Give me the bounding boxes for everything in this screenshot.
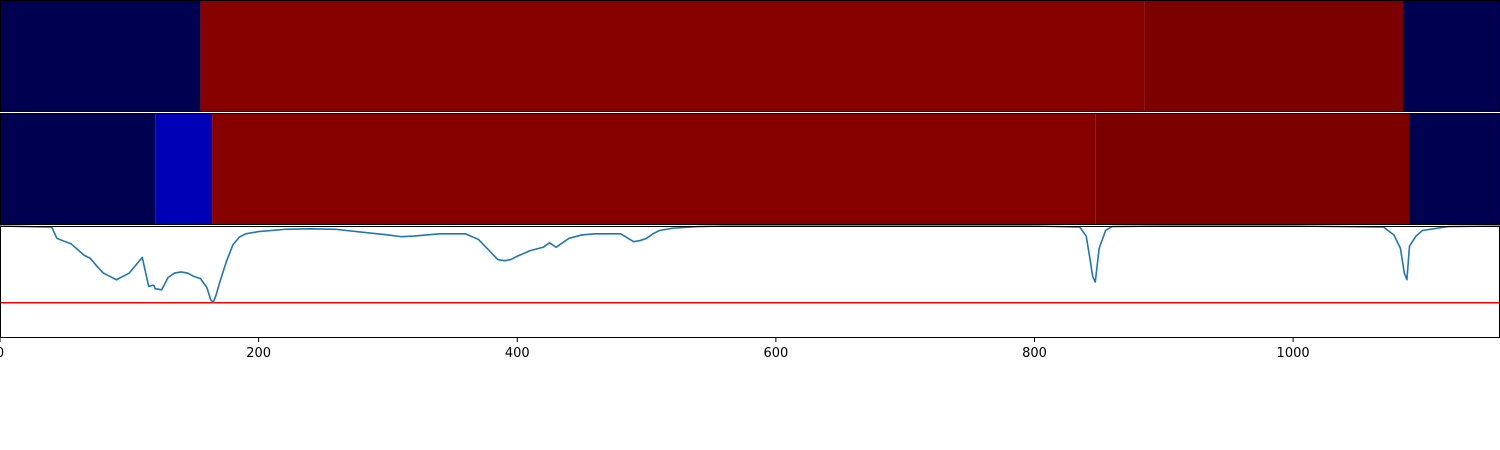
heatmap-panel-middle <box>0 113 1500 225</box>
heatmap-cell-1-0 <box>0 113 156 225</box>
x-tick-label-4: 800 <box>1022 346 1047 361</box>
heatmap-cell-1-1 <box>155 113 213 225</box>
series-line-0 <box>0 225 1500 303</box>
x-tick-label-5: 1000 <box>1277 346 1310 361</box>
heatmap-cell-0-0 <box>0 0 201 112</box>
heatmap-cell-1-2 <box>212 113 1096 225</box>
x-tick-label-2: 400 <box>505 346 530 361</box>
x-tick-label-1: 200 <box>246 346 271 361</box>
heatmap-panel-top <box>0 0 1500 112</box>
heatmap-cell-0-1 <box>200 0 1145 112</box>
x-tick-label-0: 0 <box>0 346 4 361</box>
heatmap-cell-0-3 <box>1403 0 1500 112</box>
heatmap-cell-1-3 <box>1095 113 1410 225</box>
line-plot-panel: 0 200 400 600 800 1000 <box>0 225 1500 361</box>
x-tick-label-3: 600 <box>763 346 788 361</box>
heatmap-cell-0-2 <box>1144 0 1404 112</box>
panel-frame-2 <box>0 226 1500 338</box>
heatmap-cell-1-4 <box>1409 113 1500 225</box>
